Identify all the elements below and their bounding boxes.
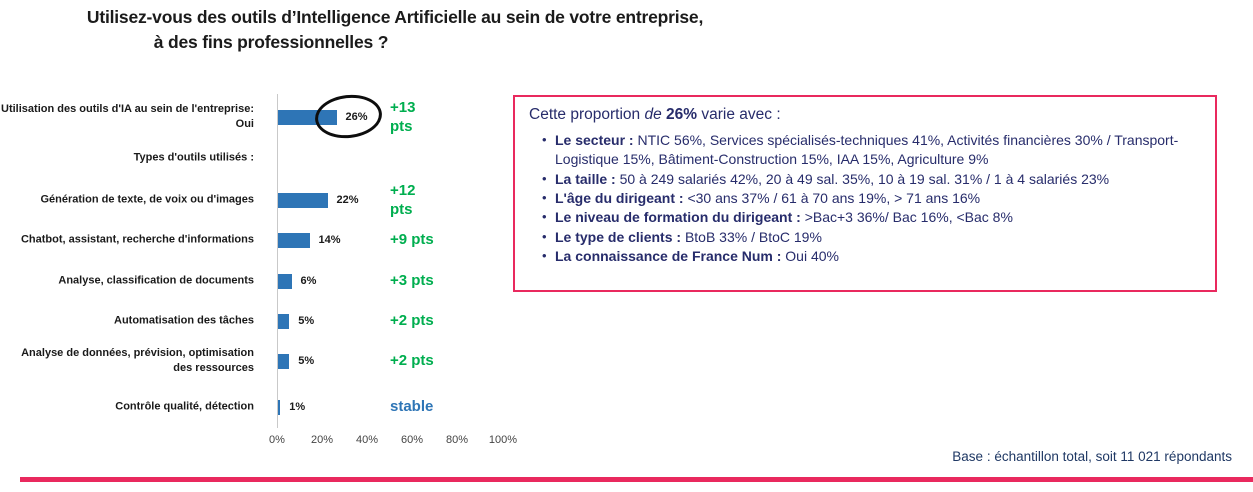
x-tick: 100% xyxy=(488,434,518,446)
bullet-text: <30 ans 37% / 61 à 70 ans 19%, > 71 ans … xyxy=(687,189,981,206)
chart-row: Chatbot, assistant, recherche d'informat… xyxy=(0,220,515,260)
category-label: Chatbot, assistant, recherche d'informat… xyxy=(20,233,254,246)
sample-base-note: Base : échantillon total, soit 11 021 ré… xyxy=(952,449,1232,464)
x-tick: 60% xyxy=(400,434,424,446)
category-label: Analyse, classification de documents xyxy=(58,274,254,287)
bar-area: 6% xyxy=(278,261,316,301)
bullet-icon: • xyxy=(542,132,547,147)
bullet-icon: • xyxy=(542,228,547,244)
header-bold: 26% xyxy=(666,106,698,123)
bullet-lead: L'âge du dirigeant : xyxy=(555,189,684,206)
delta-label: +2 pts xyxy=(390,352,434,370)
category-label: Analyse de données, prévision, optimisat… xyxy=(21,347,254,374)
x-axis: 0% 20% 40% 60% 80% 100% xyxy=(0,434,518,450)
x-tick: 0% xyxy=(269,434,285,446)
delta-label: +2 pts xyxy=(390,312,434,330)
category-label: Types d'outils utilisés : xyxy=(133,151,254,164)
y-axis-line xyxy=(277,94,278,428)
value-label: 22% xyxy=(336,194,359,206)
bar-area: 5% xyxy=(278,301,314,341)
chart-row: Automatisation des tâches 5% +2 pts xyxy=(0,301,515,341)
info-bullet-list: • Le secteur : NTIC 56%, Services spécial… xyxy=(529,131,1197,266)
page-title-line1: Utilisez-vous des outils d’Intelligence … xyxy=(86,7,704,27)
chart-row: Utilisation des outils d'IA au sein de l… xyxy=(0,97,515,137)
delta-label: +12 pts xyxy=(390,181,416,219)
bar xyxy=(278,192,328,208)
chart-row: Analyse, classification de documents 6% … xyxy=(0,261,515,301)
value-label: 5% xyxy=(298,315,315,327)
category-label: Contrôle qualité, détection xyxy=(115,400,254,413)
value-label: 14% xyxy=(318,234,341,246)
value-label: 5% xyxy=(298,355,315,367)
bar xyxy=(278,313,290,329)
bullet-icon: • xyxy=(542,189,547,205)
bullet-lead: La connaissance de France Num : xyxy=(555,247,782,264)
variation-info-box: Cette proportion de 26% varie avec : • Le… xyxy=(513,95,1217,292)
info-box-header: Cette proportion de 26% varie avec : xyxy=(529,106,1197,124)
bullet-lead: Le type de clients : xyxy=(555,228,682,245)
delta-label: +13 pts xyxy=(390,98,416,136)
delta-label: +9 pts xyxy=(390,231,434,249)
bar-area: 1% xyxy=(278,387,305,427)
chart-row: Génération de texte, de voix ou d'images… xyxy=(0,180,515,220)
bar xyxy=(278,399,281,415)
chart-row: Analyse de données, prévision, optimisat… xyxy=(0,341,515,381)
chart-row: Types d'outils utilisés : xyxy=(0,138,515,178)
bullet-text: BtoB 33% / BtoC 19% xyxy=(684,228,822,245)
bar-area: 14% xyxy=(278,220,341,260)
chart-row: Contrôle qualité, détection 1% stable xyxy=(0,387,515,427)
delta-label: +3 pts xyxy=(390,272,434,290)
x-tick: 80% xyxy=(445,434,469,446)
bar xyxy=(278,273,292,289)
bar xyxy=(278,353,290,369)
category-label: Génération de texte, de voix ou d'images xyxy=(40,193,254,206)
info-bullet-clients: • Le type de clients : BtoB 33% / BtoC 19… xyxy=(529,228,1189,247)
info-bullet-age: • L'âge du dirigeant : <30 ans 37% / 61 à… xyxy=(529,189,1189,208)
bullet-text: 50 à 249 salariés 42%, 20 à 49 sal. 35%,… xyxy=(619,170,1110,187)
bullet-text: Oui 40% xyxy=(785,247,839,264)
bullet-icon: • xyxy=(542,170,547,186)
info-bullet-formation: • Le niveau de formation du dirigeant : >… xyxy=(529,208,1189,227)
bullet-lead: Le secteur : xyxy=(555,132,634,148)
bar-area: 26% xyxy=(278,97,368,137)
value-label: 1% xyxy=(289,401,306,413)
header-italic: de xyxy=(644,106,662,123)
bullet-text: >Bac+3 36%/ Bac 16%, <Bac 8% xyxy=(804,209,1013,226)
bar-area: 5% xyxy=(278,341,314,381)
bullet-text: NTIC 56%, Services spécialisés-technique… xyxy=(555,132,1179,168)
bar xyxy=(278,232,310,248)
bullet-icon: • xyxy=(542,209,547,225)
bullet-lead: La taille : xyxy=(555,170,616,187)
bar xyxy=(278,109,337,125)
value-label: 6% xyxy=(300,275,317,287)
header-pre: Cette proportion xyxy=(529,106,641,123)
info-bullet-taille: • La taille : 50 à 249 salariés 42%, 20 à… xyxy=(529,170,1189,189)
page-title-line2: à des fins professionnelles ? xyxy=(153,32,389,52)
info-bullet-francenum: • La connaissance de France Num : Oui 40% xyxy=(529,247,1189,266)
x-tick: 20% xyxy=(310,434,334,446)
info-bullet-secteur: • Le secteur : NTIC 56%, Services spécial… xyxy=(529,131,1189,170)
delta-label: stable xyxy=(390,398,434,416)
category-label: Automatisation des tâches xyxy=(114,314,254,327)
header-post: varie avec : xyxy=(701,106,781,123)
value-label: 26% xyxy=(345,111,368,123)
bar-area: 22% xyxy=(278,180,359,220)
x-tick: 40% xyxy=(355,434,379,446)
category-label: Utilisation des outils d'IA au sein de l… xyxy=(1,103,254,130)
bottom-accent-line xyxy=(20,477,1253,482)
bullet-icon: • xyxy=(542,247,547,263)
bullet-lead: Le niveau de formation du dirigeant : xyxy=(555,209,801,226)
bar-chart: Utilisation des outils d'IA au sein de l… xyxy=(0,90,518,470)
